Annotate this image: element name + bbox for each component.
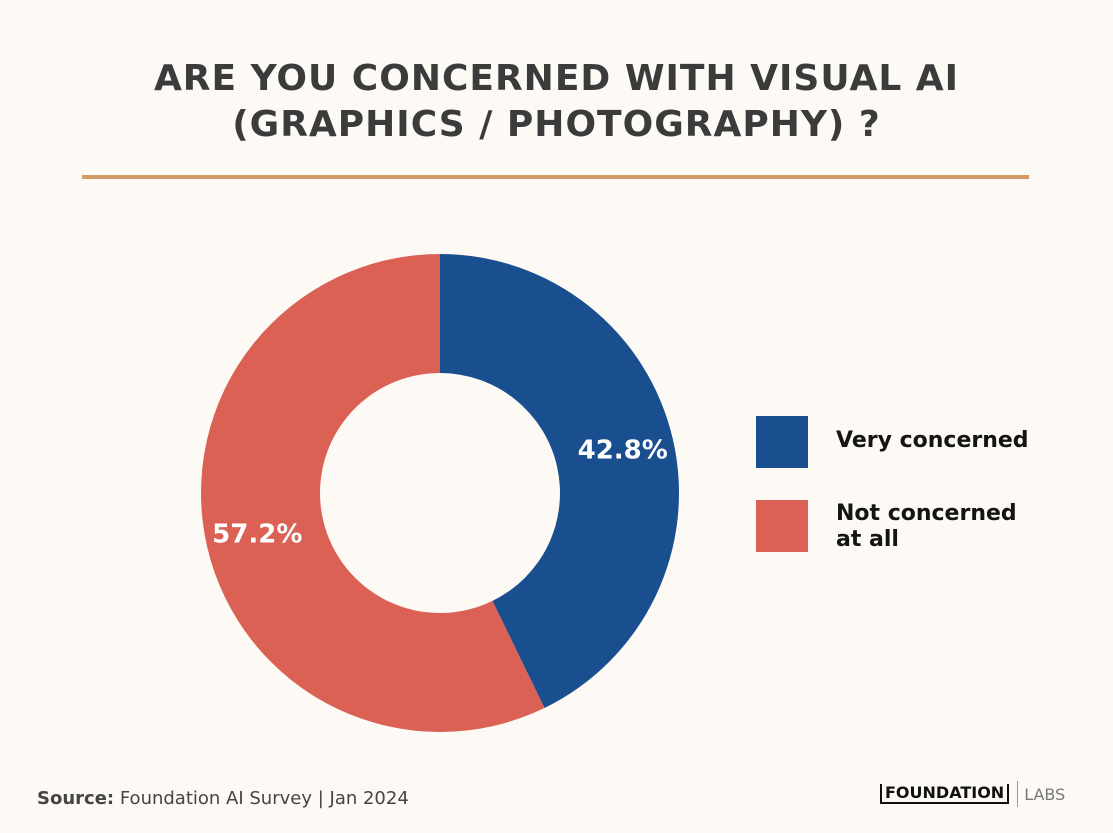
- legend-label-line: Not concerned: [836, 501, 1017, 526]
- source-text: Foundation AI Survey | Jan 2024: [119, 788, 409, 809]
- donut-slice-not-concerned: [201, 254, 545, 732]
- data-label-very-concerned: 42.8%: [578, 435, 668, 465]
- brand-suffix: LABS: [1024, 784, 1066, 804]
- chart-title: ARE YOU CONCERNED WITH VISUAL AI (GRAPHI…: [0, 56, 1113, 148]
- title-divider: [82, 175, 1029, 179]
- donut-slice-very-concerned: [440, 254, 680, 708]
- chart-title-line-1: ARE YOU CONCERNED WITH VISUAL AI: [153, 58, 960, 99]
- brand-divider: [1017, 781, 1019, 807]
- legend-swatch-very-concerned: [756, 416, 808, 468]
- legend-label-line: Very concerned: [836, 428, 1029, 453]
- brand-name: FOUNDATION: [880, 784, 1010, 804]
- brand-logo: FOUNDATION LABS: [880, 781, 1065, 807]
- data-label-not-concerned: 57.2%: [212, 520, 302, 550]
- source-note: Source: Foundation AI Survey | Jan 2024: [37, 788, 409, 809]
- legend-label-line: at all: [836, 527, 899, 552]
- chart-title-line-2: (GRAPHICS / PHOTOGRAPHY) ?: [232, 104, 881, 145]
- source-label: Source:: [37, 788, 115, 809]
- legend-label-not-concerned: Not concerned at all: [836, 501, 1056, 553]
- legend-swatch-not-concerned: [756, 500, 808, 552]
- legend-label-very-concerned: Very concerned: [836, 428, 1056, 454]
